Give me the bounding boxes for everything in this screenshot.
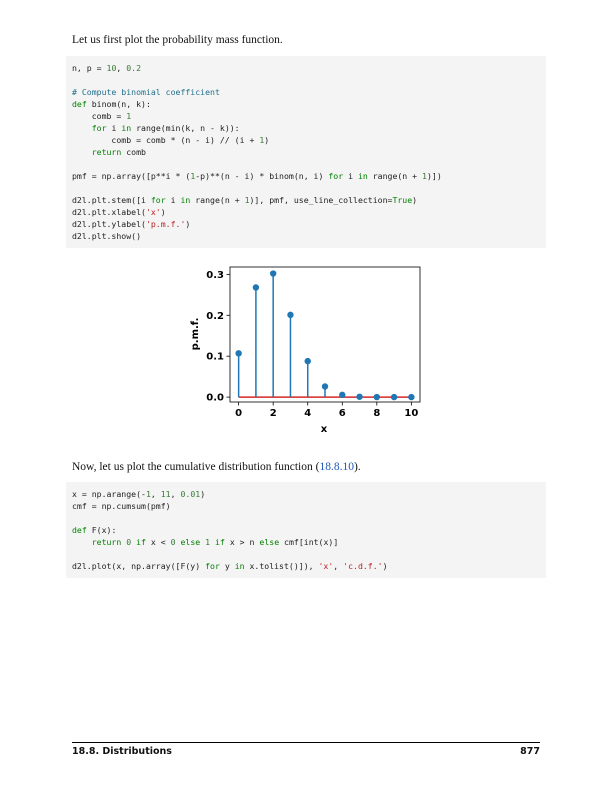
code-line: n, p = 10, 0.2 [72,63,142,73]
stem-marker [339,391,346,399]
footer-rule [72,742,540,743]
stem-marker [373,393,381,401]
code-block-pmf: n, p = 10, 0.2​# Compute binomial coeffi… [66,56,546,248]
code-line: # Compute binomial coefficient [72,87,220,97]
code-line: ​ [72,158,540,170]
stem-marker [304,357,311,365]
code-line: for i in range(min(k, n - k)): [91,123,240,133]
code-line: d2l.plt.show() [72,231,142,241]
stem-marker [252,284,260,291]
y-tick-label: 0.0 [206,393,224,404]
code-line: cmf = np.cumsum(pmf) [72,501,171,511]
code-line: ​ [72,74,540,86]
x-tick-label: 4 [304,408,311,419]
footer-section-title: 18.8. Distributions [72,746,172,757]
code-line: def F(x): [72,525,117,535]
equation-reference-link[interactable]: 18.8.10 [319,461,354,473]
x-tick-label: 6 [339,408,346,419]
y-tick-label: 0.2 [206,311,224,322]
cdf-paragraph: Now, let us plot the cumulative distribu… [72,461,361,473]
code-line: return comb [91,147,146,157]
code-line: def binom(n, k): [72,99,151,109]
code-line: comb = comb * (n - i) // (i + 1) [72,135,270,145]
x-tick-label: 8 [373,408,380,419]
x-tick-label: 2 [270,408,277,419]
y-tick-label: 0.3 [206,270,224,281]
stem-marker [287,311,294,319]
x-tick-label: 0 [235,408,242,419]
code-line: d2l.plt.stem([i for i in range(n + 1)], … [72,195,418,205]
cdf-text-after: ). [353,461,361,473]
code-line: comb = 1 [72,111,132,121]
code-line: d2l.plt.xlabel('x') [72,207,166,217]
code-line: ​ [72,182,540,194]
stem-marker [390,393,398,401]
stem-marker [269,270,277,277]
stem-marker [356,393,363,400]
code-line: pmf = np.array([p**i * (1-p)**(n - i) * … [72,171,442,181]
x-tick-label: 10 [404,408,418,419]
page-number: 877 [520,746,540,757]
code-block-cdf: x = np.arange(-1, 11, 0.01) cmf = np.cums… [66,482,546,578]
pmf-stem-chart: 0 2 4 6 8 10 0.0 0.1 0.2 0.3 x p.m.f. [190,262,430,437]
plot-frame [229,266,421,403]
code-line: x = np.arange(-1, 11, 0.01) [72,489,206,499]
code-line: d2l.plot(x, np.array([F(y) for y in x.to… [72,561,388,571]
cdf-text-before: Now, let us plot the cumulative distribu… [72,461,320,473]
stem-marker [321,383,329,390]
code-line: ​ [72,548,540,560]
code-line: d2l.plt.ylabel('p.m.f.') [72,219,191,229]
y-tick-label: 0.1 [206,352,224,363]
code-line: ​ [72,512,540,524]
x-axis-label: x [321,424,328,435]
y-axis-label: p.m.f. [190,318,201,351]
stem-marker [235,350,242,357]
intro-paragraph: Let us first plot the probability mass f… [72,34,283,46]
chart-svg: 0 2 4 6 8 10 0.0 0.1 0.2 0.3 x p.m.f. [190,266,421,435]
code-line: return 0 if x < 0 else 1 if x > n else c… [91,537,339,547]
stem-marker [408,393,415,401]
